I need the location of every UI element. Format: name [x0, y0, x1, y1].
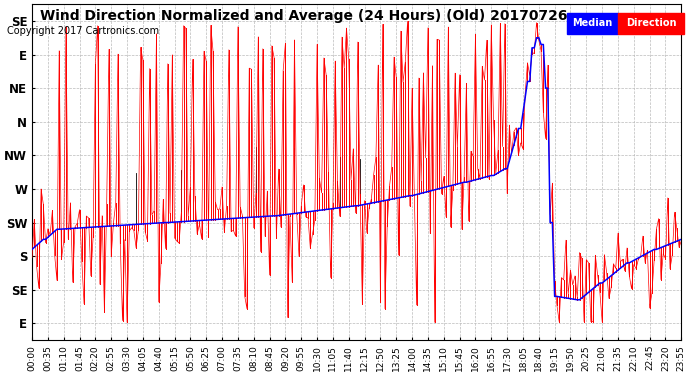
Text: Wind Direction Normalized and Average (24 Hours) (Old) 20170726: Wind Direction Normalized and Average (2…	[40, 9, 567, 23]
Text: Median: Median	[572, 18, 613, 28]
Text: Copyright 2017 Cartronics.com: Copyright 2017 Cartronics.com	[7, 26, 159, 36]
Text: Direction: Direction	[626, 18, 676, 28]
